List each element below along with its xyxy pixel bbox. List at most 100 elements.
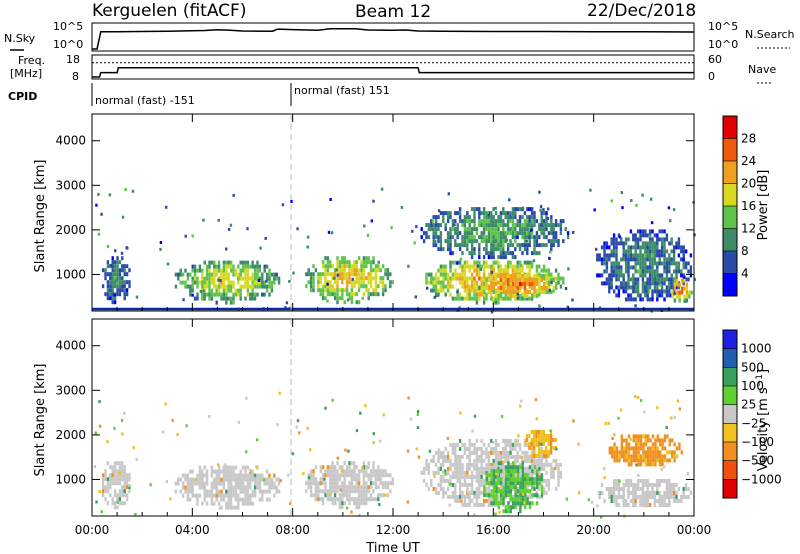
heatmap-cell: [509, 493, 512, 498]
heatmap-cell: [196, 501, 199, 506]
heatmap-cell: [485, 219, 488, 224]
heatmap-cell: [201, 276, 204, 281]
heatmap-cell: [468, 482, 471, 487]
heatmap-cell: [494, 239, 498, 244]
heatmap-cell: [612, 237, 616, 242]
heatmap-cell: [437, 280, 440, 285]
heatmap-cell: [210, 485, 214, 490]
heatmap-cell: [478, 219, 481, 224]
heatmap-cell: [632, 483, 635, 487]
heatmap-cell: [439, 478, 443, 483]
heatmap-cell: [377, 497, 380, 502]
heatmap-cell: [461, 482, 464, 487]
heatmap-cell: [617, 293, 621, 298]
heatmap-cell: [217, 218, 220, 222]
heatmap-cell: [258, 497, 262, 502]
heatmap-cell: [123, 284, 126, 289]
heatmap-cell: [341, 280, 344, 285]
heatmap-cell: [507, 473, 510, 478]
heatmap-cell: [121, 264, 124, 269]
heatmap-cell: [514, 458, 517, 463]
heatmap-cell: [372, 497, 375, 502]
heatmap-cell: [448, 211, 451, 215]
heatmap-cell: [189, 497, 192, 502]
heatmap-cell: [189, 477, 192, 482]
heatmap-cell: [362, 264, 366, 269]
heatmap-cell: [225, 296, 228, 301]
heatmap-cell: [339, 488, 342, 492]
heatmap-cell: [478, 268, 481, 273]
heatmap-cell: [181, 473, 185, 478]
heatmap-cell: [225, 300, 228, 305]
heatmap-cell: [492, 239, 495, 244]
heatmap-cell: [364, 404, 367, 408]
heatmap-cell: [229, 485, 233, 490]
heatmap-cell: [381, 276, 385, 281]
heatmap-cell: [635, 458, 638, 463]
heatmap-cell: [372, 469, 375, 474]
heatmap-cell: [350, 264, 354, 269]
heatmap-cell: [499, 286, 503, 290]
heatmap-cell: [244, 272, 247, 277]
colorbar-swatch: [723, 161, 737, 184]
heatmap-cell: [220, 489, 223, 494]
heatmap-cell: [651, 245, 654, 250]
heatmap-cell: [612, 265, 616, 270]
heatmap-cell: [434, 276, 438, 281]
heatmap-cell: [535, 438, 538, 442]
heatmap-cell: [377, 473, 380, 478]
heatmap-cell: [324, 469, 327, 474]
heatmap-cell: [660, 241, 664, 246]
heatmap-cell: [492, 458, 495, 463]
heatmap-cell: [437, 223, 440, 228]
heatmap-cell: [552, 223, 555, 228]
heatmap-cell: [208, 489, 211, 494]
heatmap-cell: [660, 261, 664, 266]
heatmap-cell: [538, 486, 541, 491]
heatmap-cell: [492, 235, 495, 240]
heatmap-cell: [536, 469, 539, 474]
heatmap-cell: [372, 260, 375, 265]
heatmap-cell: [386, 272, 390, 277]
heatmap-cell: [121, 284, 124, 289]
heatmap-cell: [482, 470, 486, 475]
heatmap-cell: [203, 260, 206, 265]
heatmap-cell: [509, 211, 512, 216]
heatmap-cell: [533, 446, 536, 450]
heatmap-cell: [203, 276, 206, 281]
heatmap-cell: [181, 280, 185, 285]
heatmap-cell: [598, 273, 601, 278]
heatmap-cell: [656, 446, 659, 451]
heatmap-cell: [502, 211, 505, 216]
heatmap-cell: [149, 483, 152, 487]
heatmap-cell: [676, 290, 679, 295]
heatmap-cell: [439, 268, 443, 273]
heatmap-cell: [121, 432, 124, 436]
heatmap-cell: [617, 495, 621, 499]
freq-series-line: [92, 67, 694, 78]
heatmap-cell: [239, 296, 242, 301]
heatmap-cell: [550, 223, 553, 228]
heatmap-cell: [500, 501, 503, 506]
heatmap-cell: [485, 493, 488, 498]
heatmap-cell: [277, 481, 281, 486]
heatmap-cell: [478, 264, 481, 269]
heatmap-cell: [449, 458, 452, 463]
heatmap-cell: [639, 273, 642, 278]
heatmap-cell: [506, 454, 510, 459]
heatmap-cell: [521, 469, 524, 474]
heatmap-cell: [514, 227, 517, 232]
heatmap-cell: [446, 215, 450, 220]
colorbar-frame: [722, 329, 738, 499]
heatmap-cell: [492, 497, 496, 502]
heatmap-cell: [213, 276, 216, 281]
heatmap-cell: [222, 276, 226, 281]
heatmap-cell: [437, 491, 441, 495]
heatmap-cell: [500, 489, 503, 494]
heatmap-cell: [292, 271, 295, 275]
heatmap-cell: [458, 458, 462, 463]
heatmap-cell: [552, 470, 555, 475]
heatmap-cell: [689, 269, 693, 274]
heatmap-cell: [636, 245, 640, 250]
heatmap-cell: [336, 485, 339, 490]
